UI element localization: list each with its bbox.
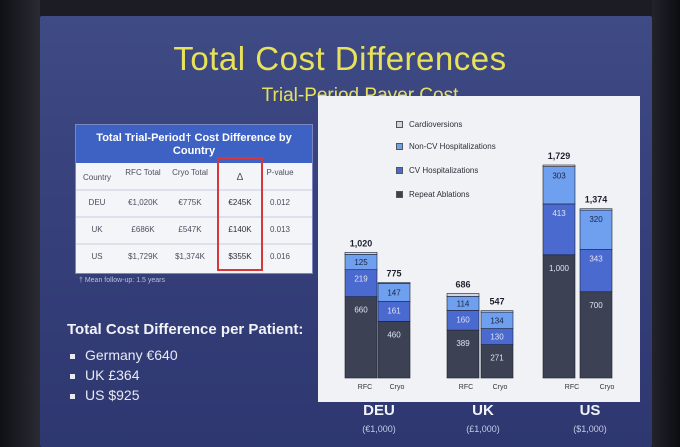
- screen-bezel-left: [0, 0, 40, 447]
- bar-segment-us-rfc-3: [542, 164, 576, 167]
- table-cell: 0.016: [269, 252, 291, 261]
- segment-value-label: 1,000: [549, 264, 570, 273]
- bar-segment-us-rfc-1: [542, 203, 576, 256]
- legend-swatch: [396, 143, 403, 150]
- bar-total-label-uk-cryo: 547: [489, 297, 504, 307]
- summary-item-germany: Germany €640: [70, 347, 178, 363]
- legend-cardioversions: Cardioversions: [396, 120, 462, 129]
- table-cell: $355K: [228, 252, 252, 261]
- bar-total-label-us-cryo: 1,374: [585, 195, 608, 205]
- bullet-icon: [70, 373, 75, 379]
- table-cell: $1,729K: [128, 252, 158, 261]
- bar-segment-us-rfc-2: [542, 166, 576, 205]
- group-label-deu: DEU: [363, 402, 395, 419]
- segment-value-label: 271: [490, 354, 504, 363]
- table-cell: 0.012: [269, 198, 291, 207]
- segment-value-label: 700: [589, 301, 603, 310]
- bar-label-uk-cryo: Cryo: [492, 384, 508, 391]
- bar-segment-uk-cryo-0: [480, 344, 514, 379]
- segment-value-label: 320: [589, 215, 603, 224]
- segment-value-label: 147: [387, 288, 401, 297]
- summary-item-us: US $925: [70, 387, 139, 403]
- table-cell: €775K: [178, 198, 202, 207]
- segment-value-label: 134: [490, 316, 504, 325]
- group-unit-deu: (€1,000): [362, 424, 396, 434]
- bar-segment-uk-cryo-3: [480, 310, 514, 313]
- bar-segment-us-cryo-0: [579, 291, 613, 379]
- bar-total-label-uk-rfc: 686: [455, 279, 470, 289]
- segment-value-label: 460: [387, 330, 401, 339]
- table-cell: DEU: [88, 198, 106, 207]
- bar-label-uk-rfc: RFC: [458, 384, 474, 391]
- segment-value-label: 413: [552, 209, 566, 218]
- table-column-header: Cryo Total: [172, 168, 208, 177]
- table-cell: US: [91, 252, 103, 261]
- table-cell: €1,020K: [128, 198, 158, 207]
- table-cell: $1,374K: [175, 252, 205, 261]
- bar-label-deu-rfc: RFC: [357, 384, 373, 391]
- table-column-header: P-value: [266, 168, 294, 177]
- cost-table-header: Total Trial-Period† Cost Difference by C…: [76, 125, 312, 163]
- screen-bezel-right: [652, 0, 680, 447]
- bar-segment-us-cryo-2: [579, 209, 613, 250]
- table-column-header: Country: [82, 173, 111, 182]
- segment-value-label: 389: [456, 339, 470, 348]
- bar-segment-deu-rfc-0: [344, 296, 378, 379]
- bar-segment-deu-cryo-3: [377, 282, 411, 284]
- table-column-header: RFC Total: [125, 168, 161, 177]
- segment-value-label: 303: [552, 172, 566, 181]
- table-cell: £686K: [131, 225, 155, 234]
- bar-segment-deu-rfc-3: [344, 252, 378, 255]
- group-label-us: US: [579, 402, 601, 419]
- slide-title: Total Cost Differences: [173, 40, 507, 77]
- bar-label-deu-cryo: Cryo: [389, 384, 405, 391]
- bar-segment-deu-rfc-1: [344, 269, 378, 297]
- group-unit-us: ($1,000): [573, 424, 607, 434]
- group-label-uk: UK: [472, 402, 494, 419]
- bar-segment-uk-rfc-3: [446, 293, 480, 297]
- bullet-icon: [70, 353, 75, 359]
- cost-table: Total Trial-Period† Cost Difference by C…: [75, 124, 313, 274]
- summary-item-uk: UK £364: [70, 367, 139, 383]
- bar-label-us-cryo: Cryo: [599, 384, 615, 391]
- legend-swatch: [396, 167, 403, 174]
- bar-total-label-us-rfc: 1,729: [548, 151, 571, 161]
- table-cell: £547K: [178, 225, 202, 234]
- segment-value-label: 160: [456, 315, 470, 324]
- segment-value-label: 343: [589, 255, 603, 264]
- bar-segment-us-rfc-0: [542, 254, 576, 379]
- legend-cv-hosp: CV Hospitalizations: [396, 166, 478, 175]
- legend-non-cv-hosp: Non-CV Hospitalizations: [396, 142, 496, 151]
- table-cell: UK: [91, 225, 103, 234]
- summary-title: Total Cost Difference per Patient:: [67, 321, 304, 338]
- table-cell: £140K: [228, 225, 252, 234]
- segment-value-label: 114: [457, 299, 470, 308]
- legend-swatch: [396, 121, 403, 128]
- bar-total-label-deu-cryo: 775: [386, 269, 401, 279]
- segment-value-label: 125: [354, 258, 368, 267]
- bar-label-us-rfc: RFC: [564, 384, 580, 391]
- bullet-icon: [70, 393, 75, 399]
- group-unit-uk: (£1,000): [466, 424, 500, 434]
- table-column-header: Δ: [236, 172, 244, 183]
- delta-highlight-box: [217, 157, 263, 271]
- bar-segment-deu-cryo-0: [377, 321, 411, 379]
- legend-repeat-ablations: Repeat Ablations: [396, 190, 470, 199]
- table-cell: 0.013: [269, 225, 291, 234]
- bar-segment-uk-rfc-0: [446, 329, 480, 379]
- segment-value-label: 219: [354, 275, 368, 284]
- bar-segment-us-cryo-3: [579, 208, 613, 211]
- legend-swatch: [396, 191, 403, 198]
- segment-value-label: 161: [387, 306, 401, 315]
- segment-value-label: 130: [490, 333, 504, 342]
- table-cell: €245K: [228, 198, 252, 207]
- table-footnote: † Mean follow-up: 1.5 years: [79, 277, 165, 284]
- segment-value-label: 660: [354, 306, 368, 315]
- bar-total-label-deu-rfc: 1,020: [350, 238, 373, 248]
